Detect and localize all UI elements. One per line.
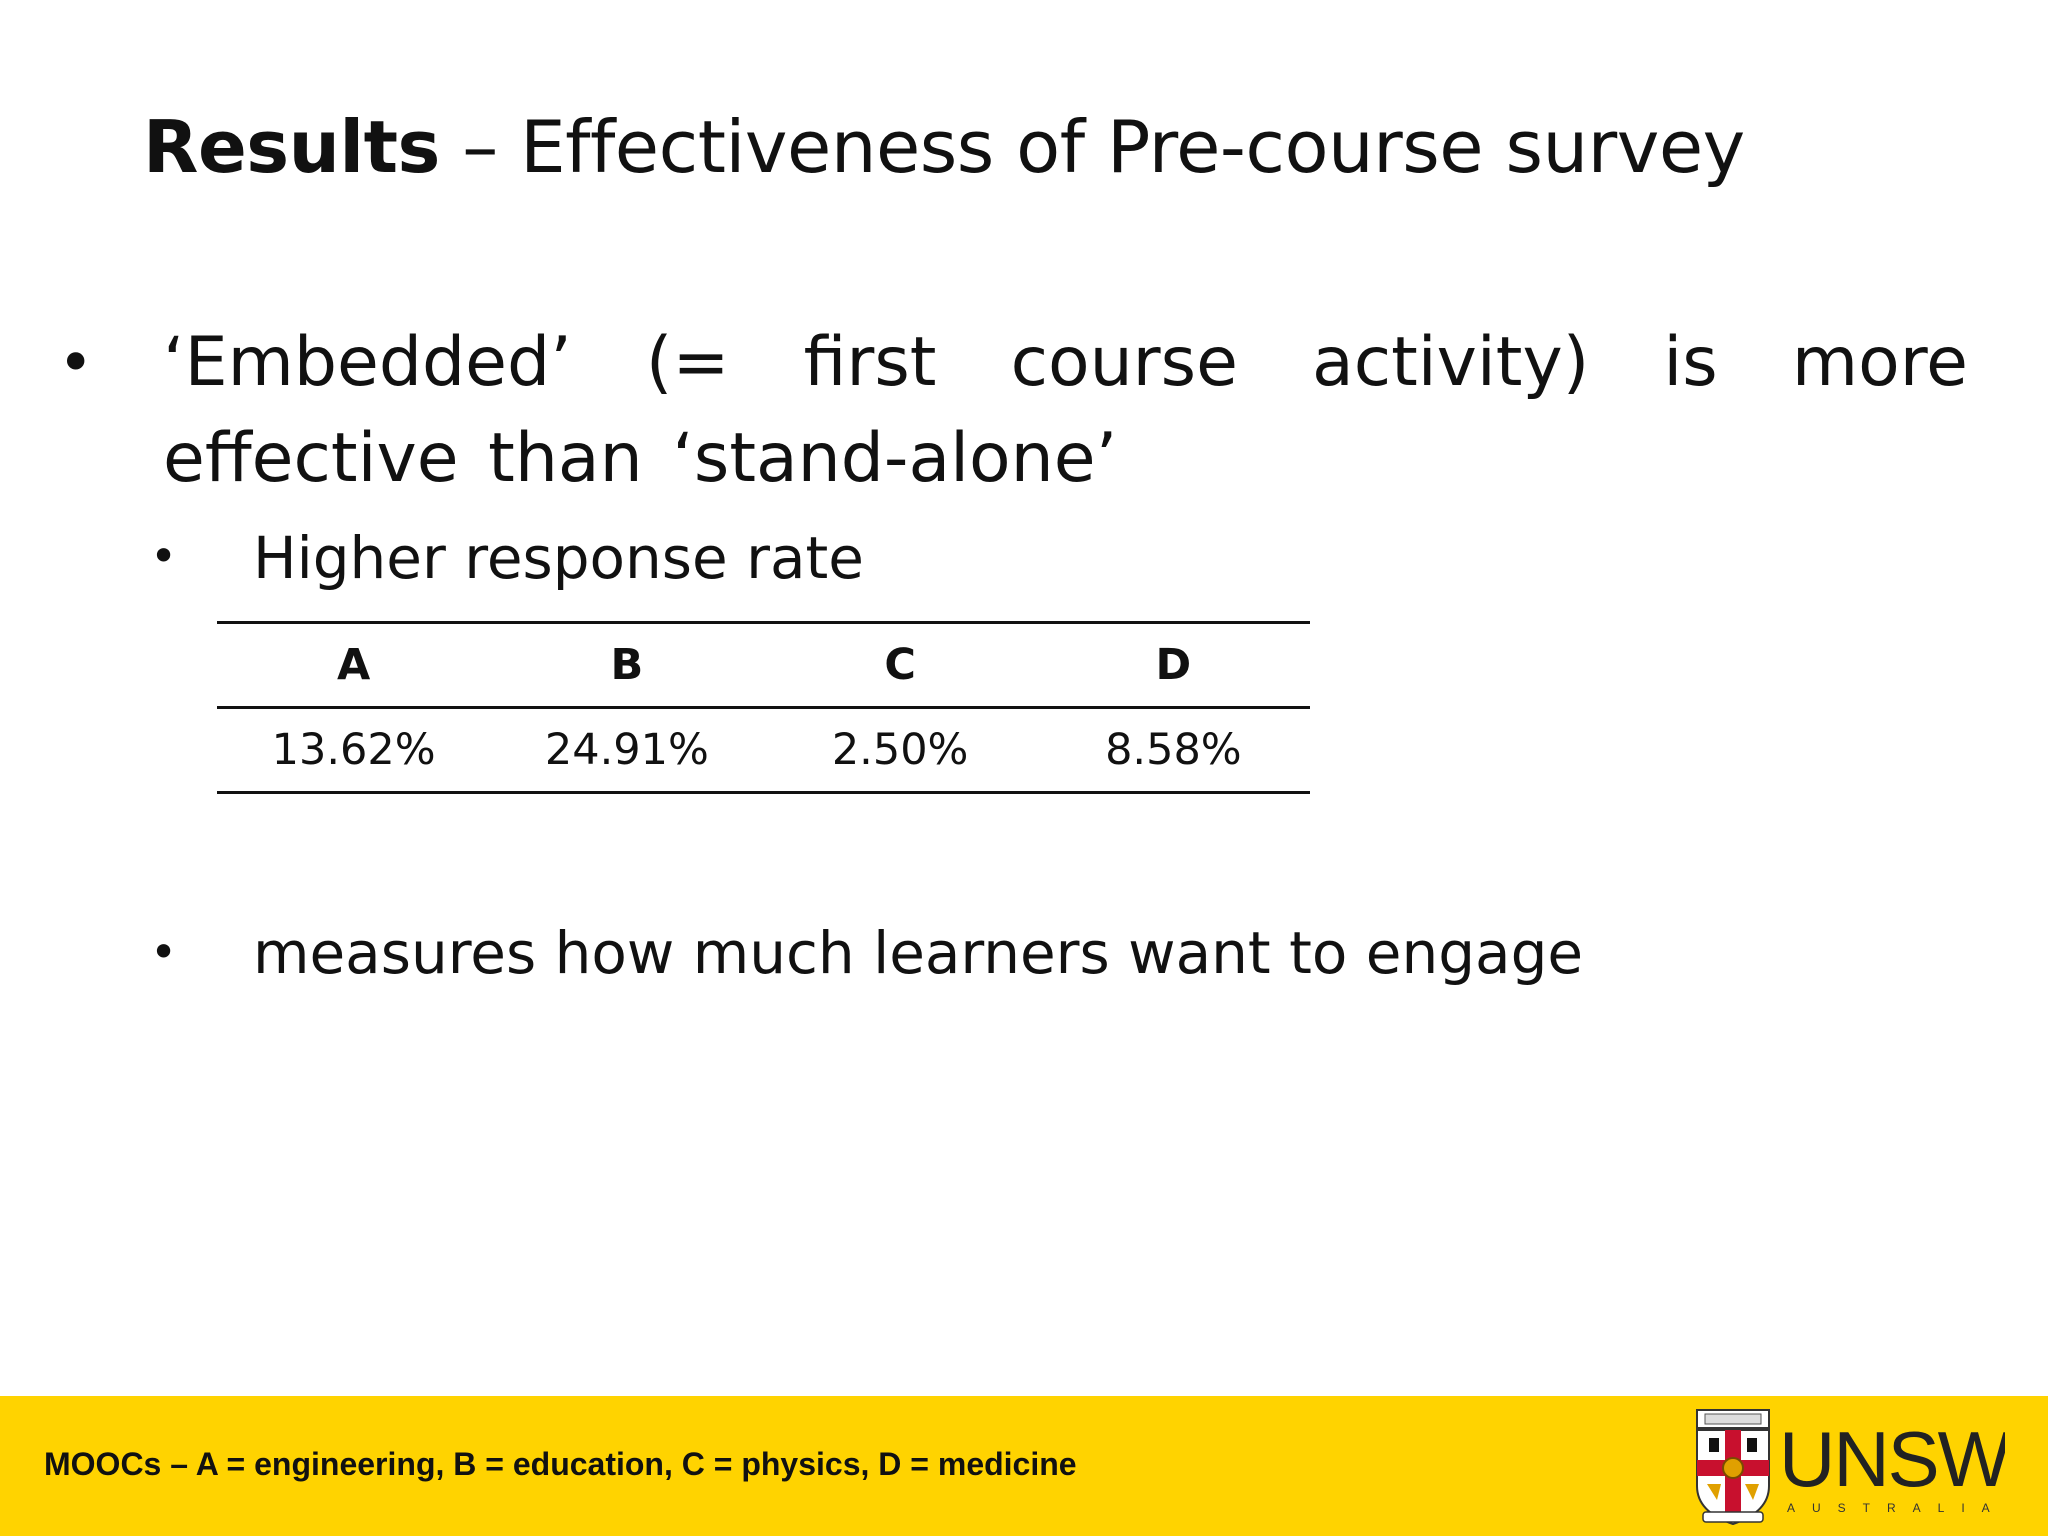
- sub-bullet-engagement: measures how much learners want to engag…: [253, 919, 1584, 987]
- bullet-marker: •: [58, 328, 94, 398]
- slide-title-rest: – Effectiveness of Pre-course survey: [439, 105, 1745, 189]
- table-header-cell: C: [884, 640, 916, 690]
- slide-title: Results – Effectiveness of Pre-course su…: [143, 105, 1745, 189]
- table-header-cell: D: [1155, 640, 1192, 690]
- table-header-cell: B: [610, 640, 644, 690]
- sub-bullet-response-rate: Higher response rate: [253, 524, 864, 592]
- footer-note: MOOCs – A = engineering, B = education, …: [44, 1446, 1077, 1482]
- table-header-cell: A: [336, 640, 371, 690]
- sub-bullet-marker: •: [150, 925, 178, 979]
- main-bullet-text: ‘Embedded’ (= first course activity) is …: [163, 323, 1968, 498]
- table-header-row: A B C D: [217, 622, 1310, 708]
- logo-subtitle: AUSTRALIA: [1787, 1501, 2005, 1515]
- table-cell: 13.62%: [271, 725, 436, 775]
- logo-wordmark: UNSW: [1779, 1415, 2005, 1503]
- table-cell: 2.50%: [831, 725, 969, 775]
- sub-bullet-marker: •: [150, 529, 178, 583]
- slide-title-bold: Results: [143, 105, 440, 189]
- table-row: 13.62% 24.91% 2.50% 8.58%: [217, 708, 1310, 793]
- table-cell: 24.91%: [544, 725, 709, 775]
- footer-bar: MOOCs – A = engineering, B = education, …: [0, 1396, 2048, 1536]
- unsw-logo: UNSW AUSTRALIA: [1696, 1409, 2005, 1526]
- table-cell: 8.58%: [1105, 725, 1242, 775]
- response-rate-table: A B C D 13.62% 24.91% 2.50% 8.58%: [217, 621, 1310, 794]
- crest-icon: [1696, 1409, 1770, 1526]
